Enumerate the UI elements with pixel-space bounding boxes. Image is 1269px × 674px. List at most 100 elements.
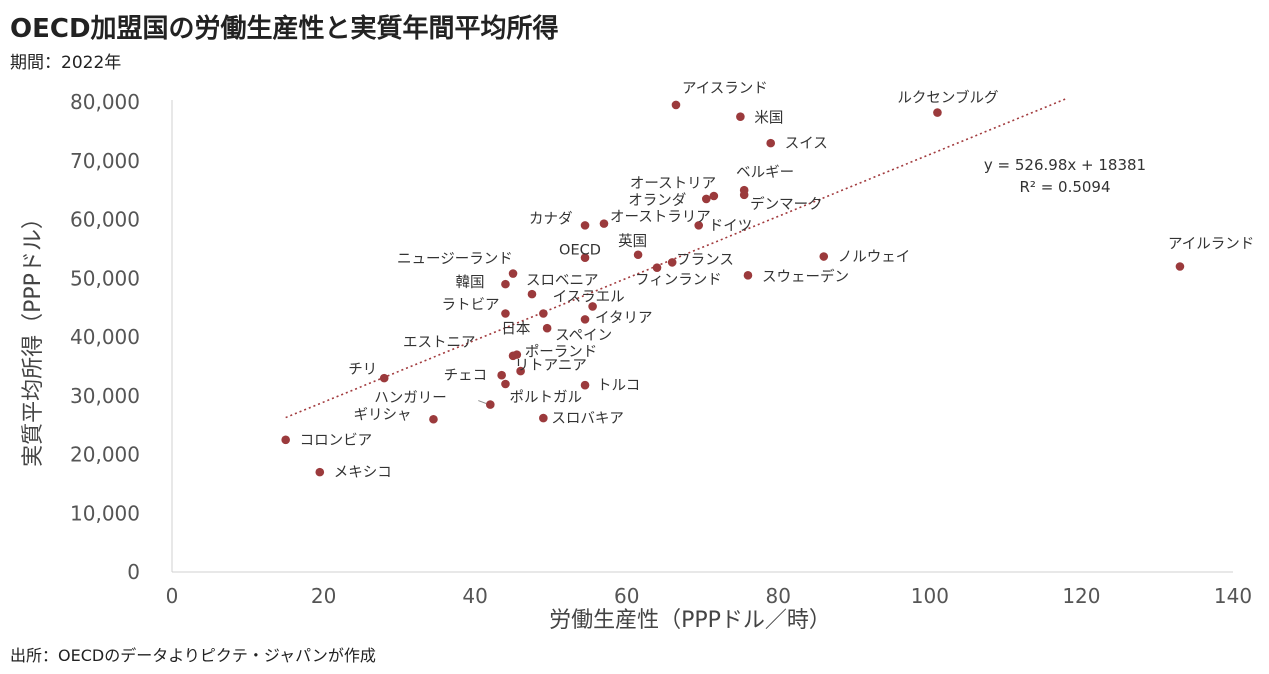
- point-label: ラトビア: [441, 297, 499, 314]
- data-point: [508, 269, 518, 278]
- point-label: スロベニア: [526, 273, 599, 289]
- data-point: [512, 350, 522, 359]
- chart-title: OECD加盟国の労働生産性と実質年間平均所得: [10, 14, 559, 44]
- x-tick-label: 20: [311, 584, 336, 608]
- trendline-equation: y = 526.98x + 18381: [984, 156, 1146, 174]
- point-label: オーストラリア: [610, 210, 711, 226]
- y-tick-labels: 0 10,000 20,000 30,000 40,000 50,000 60,000 70,…: [70, 90, 140, 584]
- point-label: フィンランド: [635, 273, 722, 289]
- point-label: トルコ: [597, 378, 640, 394]
- chart-subtitle: 期間：2022年: [10, 53, 122, 73]
- x-tick-label: 120: [1062, 584, 1100, 608]
- x-tick-labels: 0 20 40 60 80 100 120 140: [166, 584, 1252, 608]
- trendline-group: [285, 97, 1067, 419]
- point-label: OECD: [559, 243, 601, 259]
- data-point: [1175, 262, 1185, 271]
- data-point: [516, 366, 525, 376]
- point-label: イタリア: [595, 309, 652, 326]
- y-tick-label: 60,000: [70, 208, 140, 232]
- x-tick-label: 40: [462, 584, 487, 608]
- data-point: [766, 138, 776, 148]
- data-point: [667, 258, 677, 267]
- point-label: ポーランド: [525, 344, 598, 361]
- data-point: [652, 263, 662, 272]
- data-point: [933, 108, 942, 117]
- point-label: ハンガリー: [374, 390, 447, 407]
- data-point: [580, 253, 590, 262]
- point-label: アイスランド: [682, 81, 768, 97]
- y-tick-label: 80,000: [70, 90, 140, 114]
- point-label: 英国: [618, 232, 647, 250]
- point-label: スウェーデン: [762, 267, 849, 285]
- point-label: オーストリア: [630, 176, 716, 192]
- point-label: スペイン: [555, 328, 612, 344]
- data-point: [588, 302, 597, 311]
- x-axis-label: 労働生産性（PPPドル／時）: [549, 608, 831, 633]
- data-point: [501, 309, 510, 318]
- point-label: エストニア: [403, 335, 476, 351]
- point-label: チェコ: [444, 368, 488, 384]
- trendline-r2: R² = 0.5094: [1019, 178, 1110, 196]
- point-label: スイス: [785, 136, 828, 152]
- data-point: [739, 190, 749, 200]
- point-label: 日本: [501, 321, 530, 338]
- data-point: [539, 413, 548, 423]
- point-label: オランダ: [628, 192, 686, 209]
- point-label: ポルトガル: [509, 389, 582, 406]
- point-label: 韓国: [455, 274, 484, 291]
- point-label: メキシコ: [334, 465, 392, 481]
- data-point: [315, 467, 325, 477]
- point-label: ベルギー: [736, 164, 794, 181]
- data-point: [527, 289, 537, 299]
- data-point: [497, 370, 506, 380]
- data-point: [501, 379, 510, 389]
- chart-axes: [171, 100, 1233, 573]
- point-label: イスラエル: [553, 289, 625, 305]
- y-tick-label: 0: [127, 560, 140, 584]
- x-tick-label: 60: [614, 584, 639, 608]
- data-point: [671, 100, 681, 110]
- point-label: カナダ: [529, 210, 573, 227]
- point-label: ルクセンブルグ: [897, 89, 998, 107]
- y-tick-label: 10,000: [70, 501, 140, 525]
- data-point: [701, 194, 711, 204]
- point-label: リトアニア: [515, 358, 587, 374]
- point-label: アイルランド: [1168, 237, 1254, 253]
- point-label: コロンビア: [300, 432, 373, 449]
- data-points: [281, 100, 1185, 477]
- point-label: ニュージーランド: [397, 252, 513, 268]
- leader-line: [478, 400, 487, 405]
- point-label: ギリシャ: [353, 406, 411, 423]
- data-point: [580, 315, 590, 324]
- data-point: [633, 250, 643, 260]
- data-point: [580, 380, 590, 390]
- data-point: [542, 323, 552, 333]
- data-point: [709, 191, 719, 201]
- y-tick-label: 50,000: [70, 266, 140, 290]
- x-tick-label: 0: [166, 584, 179, 608]
- point-label: ノルウェイ: [838, 249, 911, 266]
- data-point: [429, 414, 438, 424]
- data-point: [694, 221, 704, 230]
- point-label: スロバキア: [551, 411, 624, 427]
- data-point: [501, 279, 510, 289]
- data-point: [819, 252, 829, 261]
- point-label: フランス: [676, 252, 734, 268]
- y-tick-label: 30,000: [70, 384, 140, 408]
- point-label: ドイツ: [709, 218, 753, 234]
- x-tick-label: 140: [1214, 584, 1252, 608]
- data-point: [736, 112, 745, 121]
- point-label: 米国: [754, 110, 783, 127]
- x-tick-label: 100: [911, 584, 949, 608]
- x-tick-label: 80: [766, 584, 791, 608]
- point-label: デンマーク: [750, 195, 823, 213]
- data-point: [599, 219, 609, 228]
- data-point: [281, 435, 290, 445]
- y-tick-label: 40,000: [70, 325, 140, 349]
- data-point: [743, 271, 753, 280]
- data-point: [580, 221, 590, 230]
- data-point: [486, 400, 495, 409]
- point-label: チリ: [348, 362, 377, 378]
